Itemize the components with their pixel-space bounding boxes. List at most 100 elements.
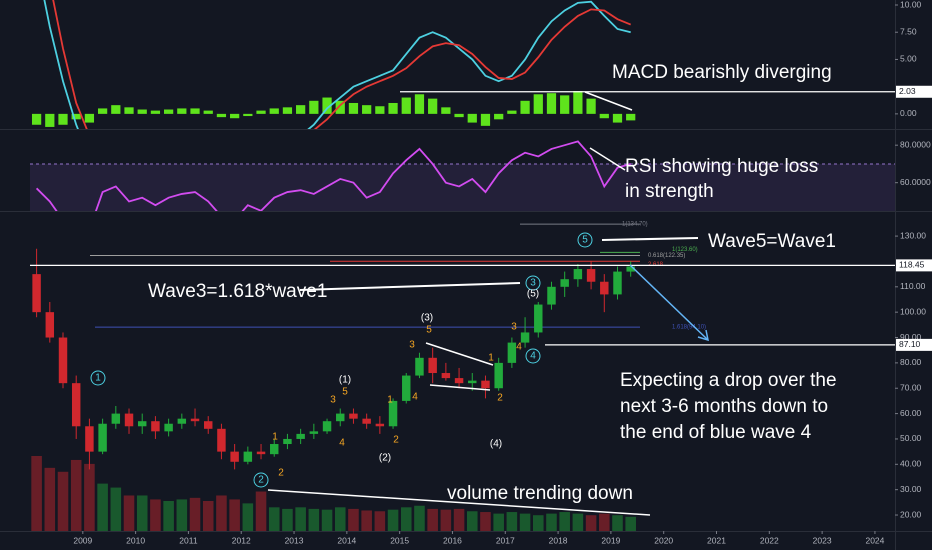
x-tick-label: 2016: [443, 535, 462, 545]
volume-bar: [625, 516, 636, 531]
indicator-line: [52, 0, 632, 129]
y-tick-label: 100.00: [900, 306, 926, 316]
volume-bar: [387, 509, 399, 531]
candle-body: [270, 444, 279, 455]
candle-body: [177, 418, 187, 424]
y-tick-label: 80.0000: [900, 139, 931, 149]
volume-bar: [176, 499, 188, 531]
x-tick-label: 2012: [232, 535, 251, 545]
wave-label: 4: [530, 351, 536, 362]
histogram-bar: [441, 107, 451, 114]
x-tick-label: 2009: [73, 535, 92, 545]
wave-label: 1: [272, 432, 278, 443]
histogram-bar: [612, 113, 623, 123]
histogram-bar: [414, 94, 425, 114]
candle-body: [560, 279, 569, 287]
volume-bar: [242, 503, 254, 531]
y-tick-label: 5.00: [900, 54, 917, 64]
histogram-bar: [203, 110, 213, 114]
y-tick-label: 7.50: [900, 26, 917, 36]
candle-body: [428, 357, 437, 374]
histogram-bar: [375, 106, 385, 114]
wave-label: 4: [412, 392, 418, 403]
fib-level-label: 1(134.70): [622, 222, 648, 228]
candle-body: [520, 332, 530, 343]
histogram-bar: [31, 113, 42, 125]
volume-bar: [480, 512, 491, 531]
annotation: volume trending down: [447, 483, 633, 504]
histogram-bar: [256, 110, 266, 114]
x-tick-label: 2021: [707, 535, 726, 545]
histogram-bar: [480, 113, 491, 126]
volume-bar: [348, 508, 359, 531]
histogram-bar: [520, 100, 530, 114]
annotation: the end of blue wave 4: [620, 422, 812, 443]
y-tick-label: 50.00: [900, 433, 922, 443]
volume-bar: [150, 499, 161, 531]
x-tick-label: 2010: [126, 535, 145, 545]
volume-bar: [334, 507, 346, 531]
histogram-bar: [467, 113, 477, 123]
x-tick-label: 2019: [601, 535, 620, 545]
y-tick-label: 60.0000: [900, 177, 931, 187]
histogram-bar: [599, 113, 609, 119]
x-tick-label: 2014: [337, 535, 356, 545]
histogram-bar: [507, 110, 517, 114]
histogram-bar: [586, 98, 596, 114]
candle-body: [468, 380, 477, 384]
fib-level-label: 2.618: [648, 262, 664, 268]
candle-body: [494, 362, 503, 389]
wave-circle: [577, 232, 593, 248]
x-tick-label: 2013: [285, 535, 304, 545]
annotation: Wave3=1.618*wave1: [148, 281, 327, 302]
volume-bar: [519, 513, 531, 531]
wave3-pointer: [299, 282, 521, 291]
candle-body: [256, 451, 266, 455]
wave-label: 1: [387, 395, 393, 406]
pane: [31, 0, 636, 129]
histogram-bar: [388, 102, 398, 114]
wave-label: 5: [426, 325, 432, 336]
y-tick-label: 40.00: [900, 459, 922, 469]
candle-body: [45, 312, 55, 338]
volume-bar: [493, 513, 504, 531]
histogram-bar: [401, 97, 411, 114]
volume-bar: [308, 508, 320, 531]
wave-circle: [90, 370, 106, 386]
histogram-bar: [428, 98, 438, 114]
candle-body: [85, 426, 94, 452]
histogram-bar: [164, 109, 174, 114]
candle-body: [586, 269, 596, 282]
y-tick-label: 110.00: [900, 281, 926, 291]
candle-body: [547, 286, 556, 305]
candle-body: [415, 357, 424, 376]
y-tick-label: 70.00: [900, 382, 922, 392]
histogram-bar: [494, 113, 504, 120]
volume-bar: [295, 507, 306, 531]
candle-body: [534, 304, 543, 333]
volume-bar: [57, 471, 69, 531]
candle-body: [573, 269, 583, 280]
histogram-bar: [84, 113, 95, 123]
wave-label: 4: [339, 438, 345, 449]
candle-body: [137, 421, 147, 427]
candle-body: [454, 378, 464, 384]
wave-label: 3: [330, 395, 336, 406]
forecast-arrow: [629, 264, 709, 341]
histogram-bar: [111, 105, 121, 114]
annotation: in strength: [625, 181, 714, 202]
wave-circle: [525, 275, 541, 291]
wave-label: 3: [511, 322, 517, 333]
pane: [30, 140, 895, 211]
volume-bar: [374, 511, 386, 531]
candle-body: [336, 413, 345, 422]
wave-label: (3): [421, 313, 433, 324]
x-tick-label: 2015: [390, 535, 409, 545]
histogram-bar: [243, 113, 253, 117]
volume-trend-line: [267, 489, 651, 516]
y-tick-label: 20.00: [900, 509, 922, 519]
rsi-divergence-line: [589, 147, 626, 171]
histogram-bar: [573, 91, 583, 114]
y-tick-label: 30.00: [900, 484, 922, 494]
